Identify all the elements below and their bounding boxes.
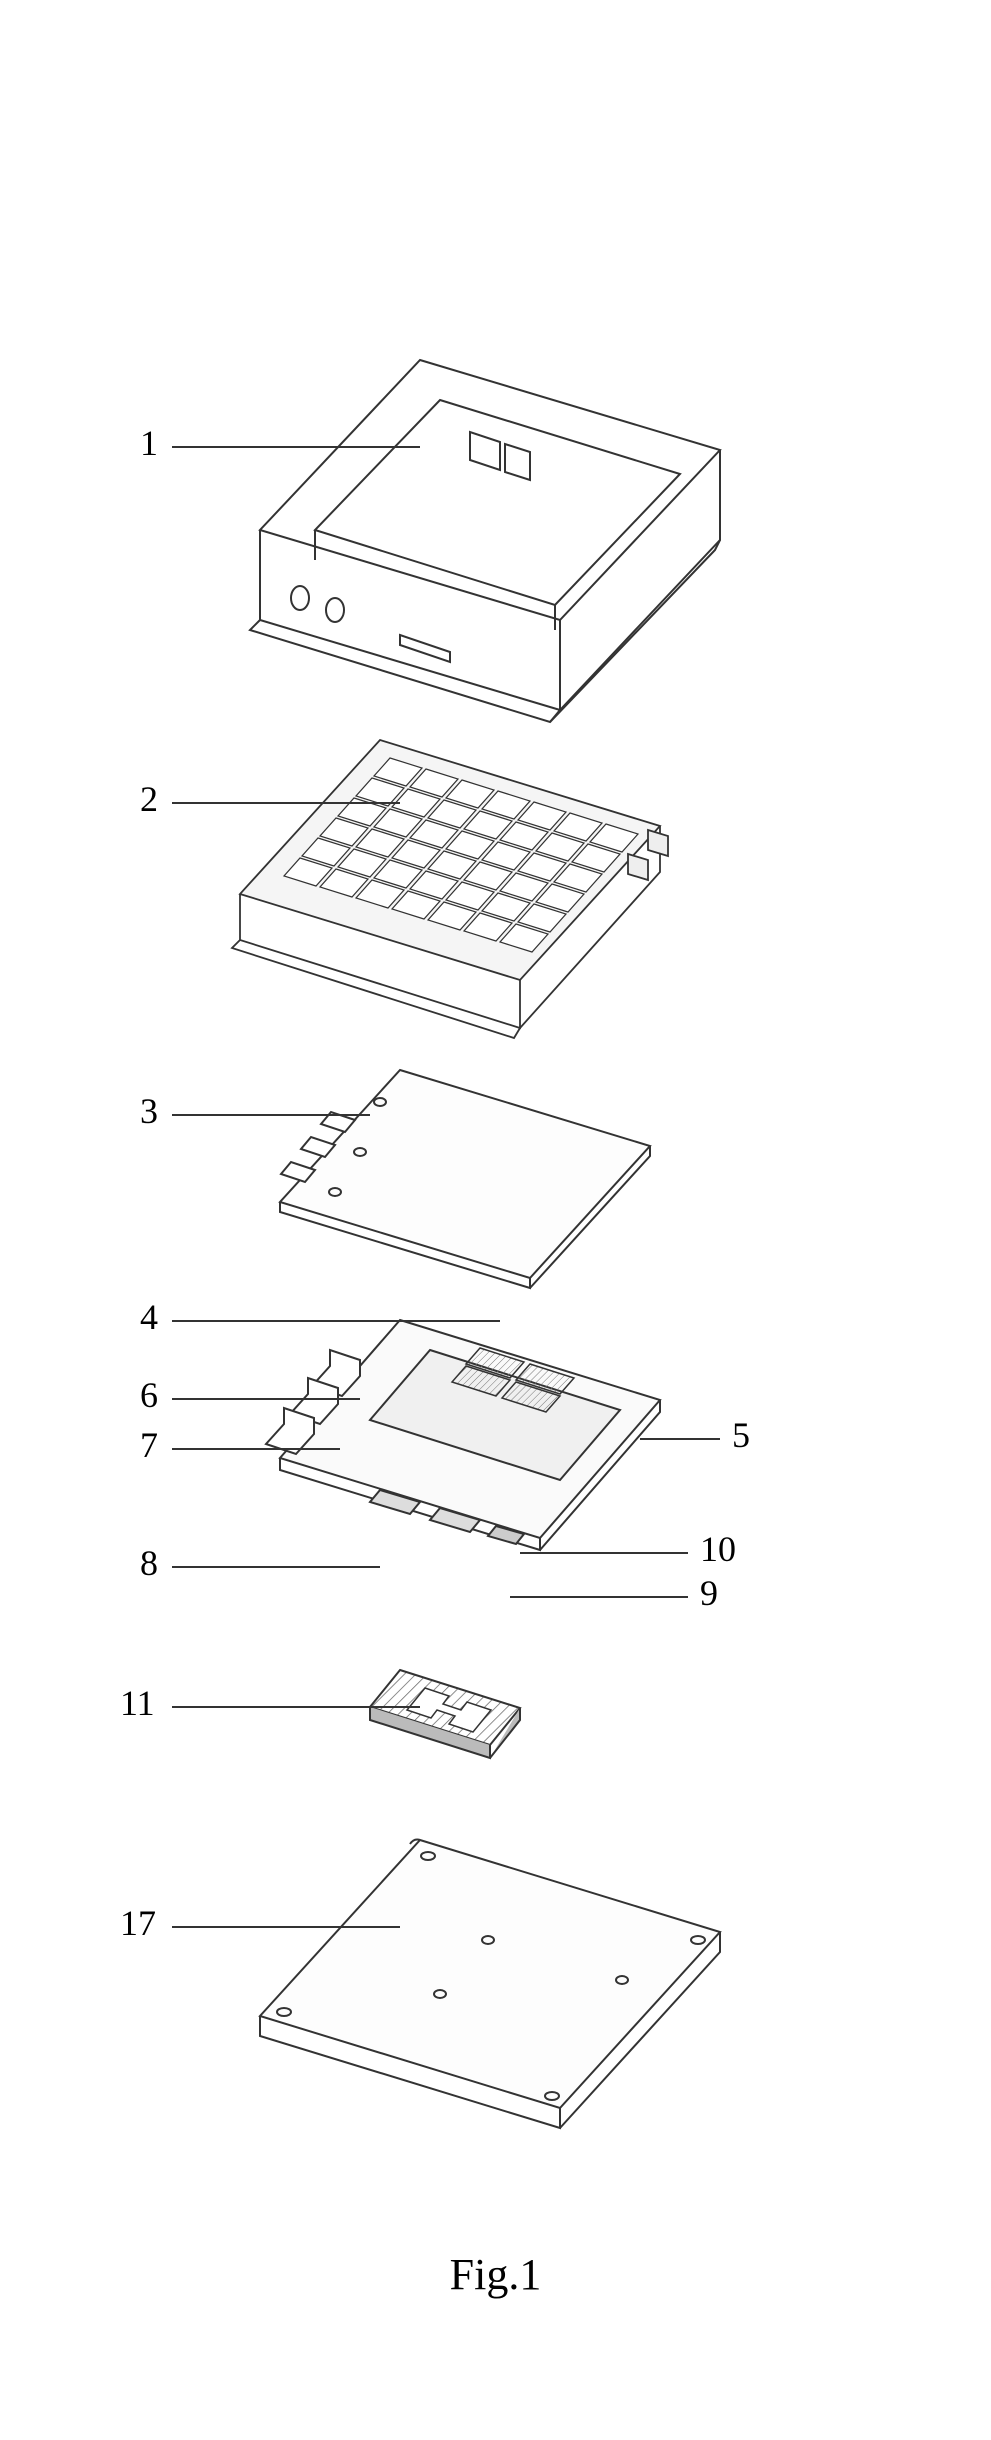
callout-label-11: 11	[120, 1682, 155, 1724]
callout-label-1: 1	[140, 422, 158, 464]
leader-17	[172, 1926, 400, 1928]
callout-label-8: 8	[140, 1542, 158, 1584]
leader-8	[172, 1566, 380, 1568]
leader-11	[172, 1706, 420, 1708]
callout-label-9: 9	[700, 1572, 718, 1614]
flat-panel	[280, 1070, 650, 1288]
callout-label-3: 3	[140, 1090, 158, 1132]
callout-label-5: 5	[732, 1414, 750, 1456]
clip-bracket	[370, 1670, 520, 1758]
circuit-board-assembly	[266, 1320, 660, 1550]
callout-label-7: 7	[140, 1424, 158, 1466]
leader-5	[640, 1438, 720, 1440]
leader-10	[520, 1552, 688, 1554]
callout-label-2: 2	[140, 778, 158, 820]
leader-2	[172, 802, 400, 804]
button-grid-keypad	[232, 740, 668, 1038]
top-frame-housing	[250, 360, 720, 722]
callout-label-4: 4	[140, 1296, 158, 1338]
callout-label-17: 17	[120, 1902, 156, 1944]
exploded-diagram-svg	[0, 200, 991, 2200]
exploded-view-figure: 1 2 3 4 6 7 5 8 10 9 11 17	[0, 200, 991, 2200]
leader-9	[510, 1596, 688, 1598]
leader-1	[172, 446, 420, 448]
base-plate	[260, 1840, 720, 2129]
figure-caption: Fig.1	[0, 2249, 991, 2300]
callout-label-10: 10	[700, 1528, 736, 1570]
callout-label-6: 6	[140, 1374, 158, 1416]
leader-4	[172, 1320, 500, 1322]
leader-3	[172, 1114, 370, 1116]
leader-6	[172, 1398, 360, 1400]
leader-7	[172, 1448, 340, 1450]
